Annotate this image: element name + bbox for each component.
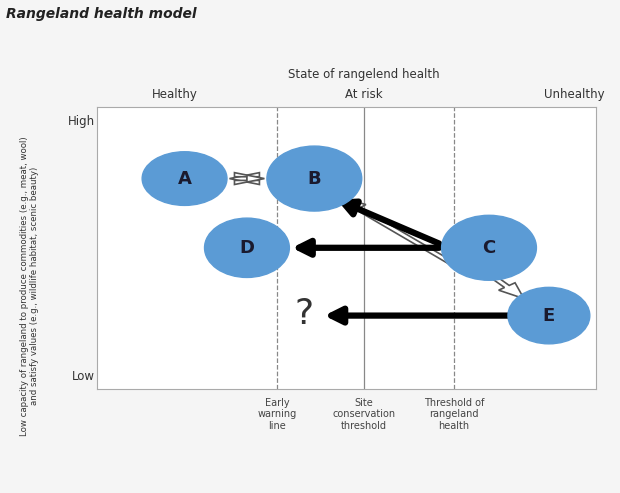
Text: A: A <box>177 170 192 187</box>
Text: Site
conservation
threshold: Site conservation threshold <box>333 397 396 431</box>
Text: D: D <box>239 239 254 257</box>
Text: B: B <box>308 170 321 187</box>
Ellipse shape <box>205 218 290 278</box>
Text: High: High <box>68 115 95 128</box>
Ellipse shape <box>267 146 361 211</box>
Text: Low: Low <box>72 370 95 384</box>
Text: Rangeland health model: Rangeland health model <box>6 7 197 21</box>
Text: Low capacity of rangeland to produce commodities (e.g., meat, wool)
and satisfy : Low capacity of rangeland to produce com… <box>20 136 40 436</box>
FancyArrow shape <box>339 198 464 270</box>
Text: Healthy: Healthy <box>152 88 198 101</box>
Text: Unhealthy: Unhealthy <box>544 88 604 101</box>
Text: Early
warning
line: Early warning line <box>257 397 296 431</box>
Text: E: E <box>542 307 555 324</box>
Text: ?: ? <box>294 297 314 331</box>
Ellipse shape <box>441 215 536 281</box>
FancyArrow shape <box>487 273 524 299</box>
FancyArrow shape <box>234 173 264 184</box>
FancyArrow shape <box>229 173 259 184</box>
Ellipse shape <box>508 287 590 344</box>
Text: State of rangelend health: State of rangelend health <box>288 68 440 81</box>
Ellipse shape <box>142 152 227 206</box>
Text: At risk: At risk <box>345 88 383 101</box>
Text: Threshold of
rangeland
health: Threshold of rangeland health <box>424 397 484 431</box>
Text: C: C <box>482 239 495 257</box>
